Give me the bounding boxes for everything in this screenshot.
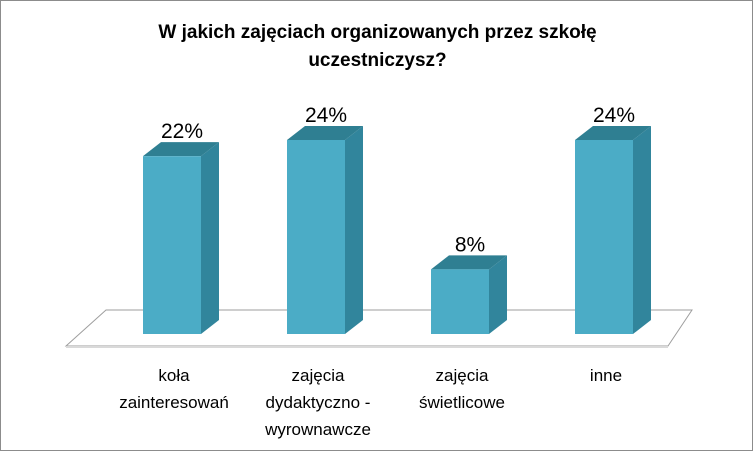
value-label-1: 24% bbox=[305, 104, 347, 127]
chart-floor-edge bbox=[66, 346, 668, 348]
category-label-1: zajęcia dydaktyczno - wyrownawcze bbox=[264, 366, 371, 439]
bar-top bbox=[431, 255, 507, 270]
bar-1 bbox=[287, 126, 363, 334]
bar-side bbox=[201, 142, 219, 334]
bar-front bbox=[575, 140, 633, 334]
bar-2 bbox=[431, 255, 507, 334]
chart-title: W jakich zajęciach organizowanych przez … bbox=[158, 22, 597, 71]
category-label-line: dydaktyczno - bbox=[266, 393, 371, 412]
category-label-0: koła zainteresowań bbox=[119, 366, 229, 412]
category-label-3: inne bbox=[590, 366, 622, 385]
bar-side bbox=[345, 126, 363, 334]
bar-top bbox=[143, 142, 219, 157]
category-label-line: zainteresowań bbox=[119, 393, 229, 412]
category-label-2: zajęcia świetlicowe bbox=[419, 366, 505, 412]
category-label-line: koła bbox=[158, 366, 190, 385]
category-label-line: wyrownawcze bbox=[264, 420, 371, 439]
value-label-0: 22% bbox=[161, 120, 203, 143]
category-label-line: zajęcia bbox=[436, 366, 489, 385]
category-label-line: świetlicowe bbox=[419, 393, 505, 412]
bar-front bbox=[287, 140, 345, 334]
bar-front bbox=[431, 269, 489, 334]
bar-side bbox=[489, 255, 507, 334]
category-label-line: zajęcia bbox=[292, 366, 345, 385]
bar-top bbox=[287, 126, 363, 140]
value-label-3: 24% bbox=[593, 104, 635, 127]
bar-front bbox=[143, 156, 201, 334]
bar-3 bbox=[575, 126, 651, 334]
bar-side bbox=[633, 126, 651, 334]
bar-top bbox=[575, 126, 651, 140]
bar-0 bbox=[143, 142, 219, 334]
value-label-2: 8% bbox=[455, 233, 485, 256]
category-label-line: inne bbox=[590, 366, 622, 385]
